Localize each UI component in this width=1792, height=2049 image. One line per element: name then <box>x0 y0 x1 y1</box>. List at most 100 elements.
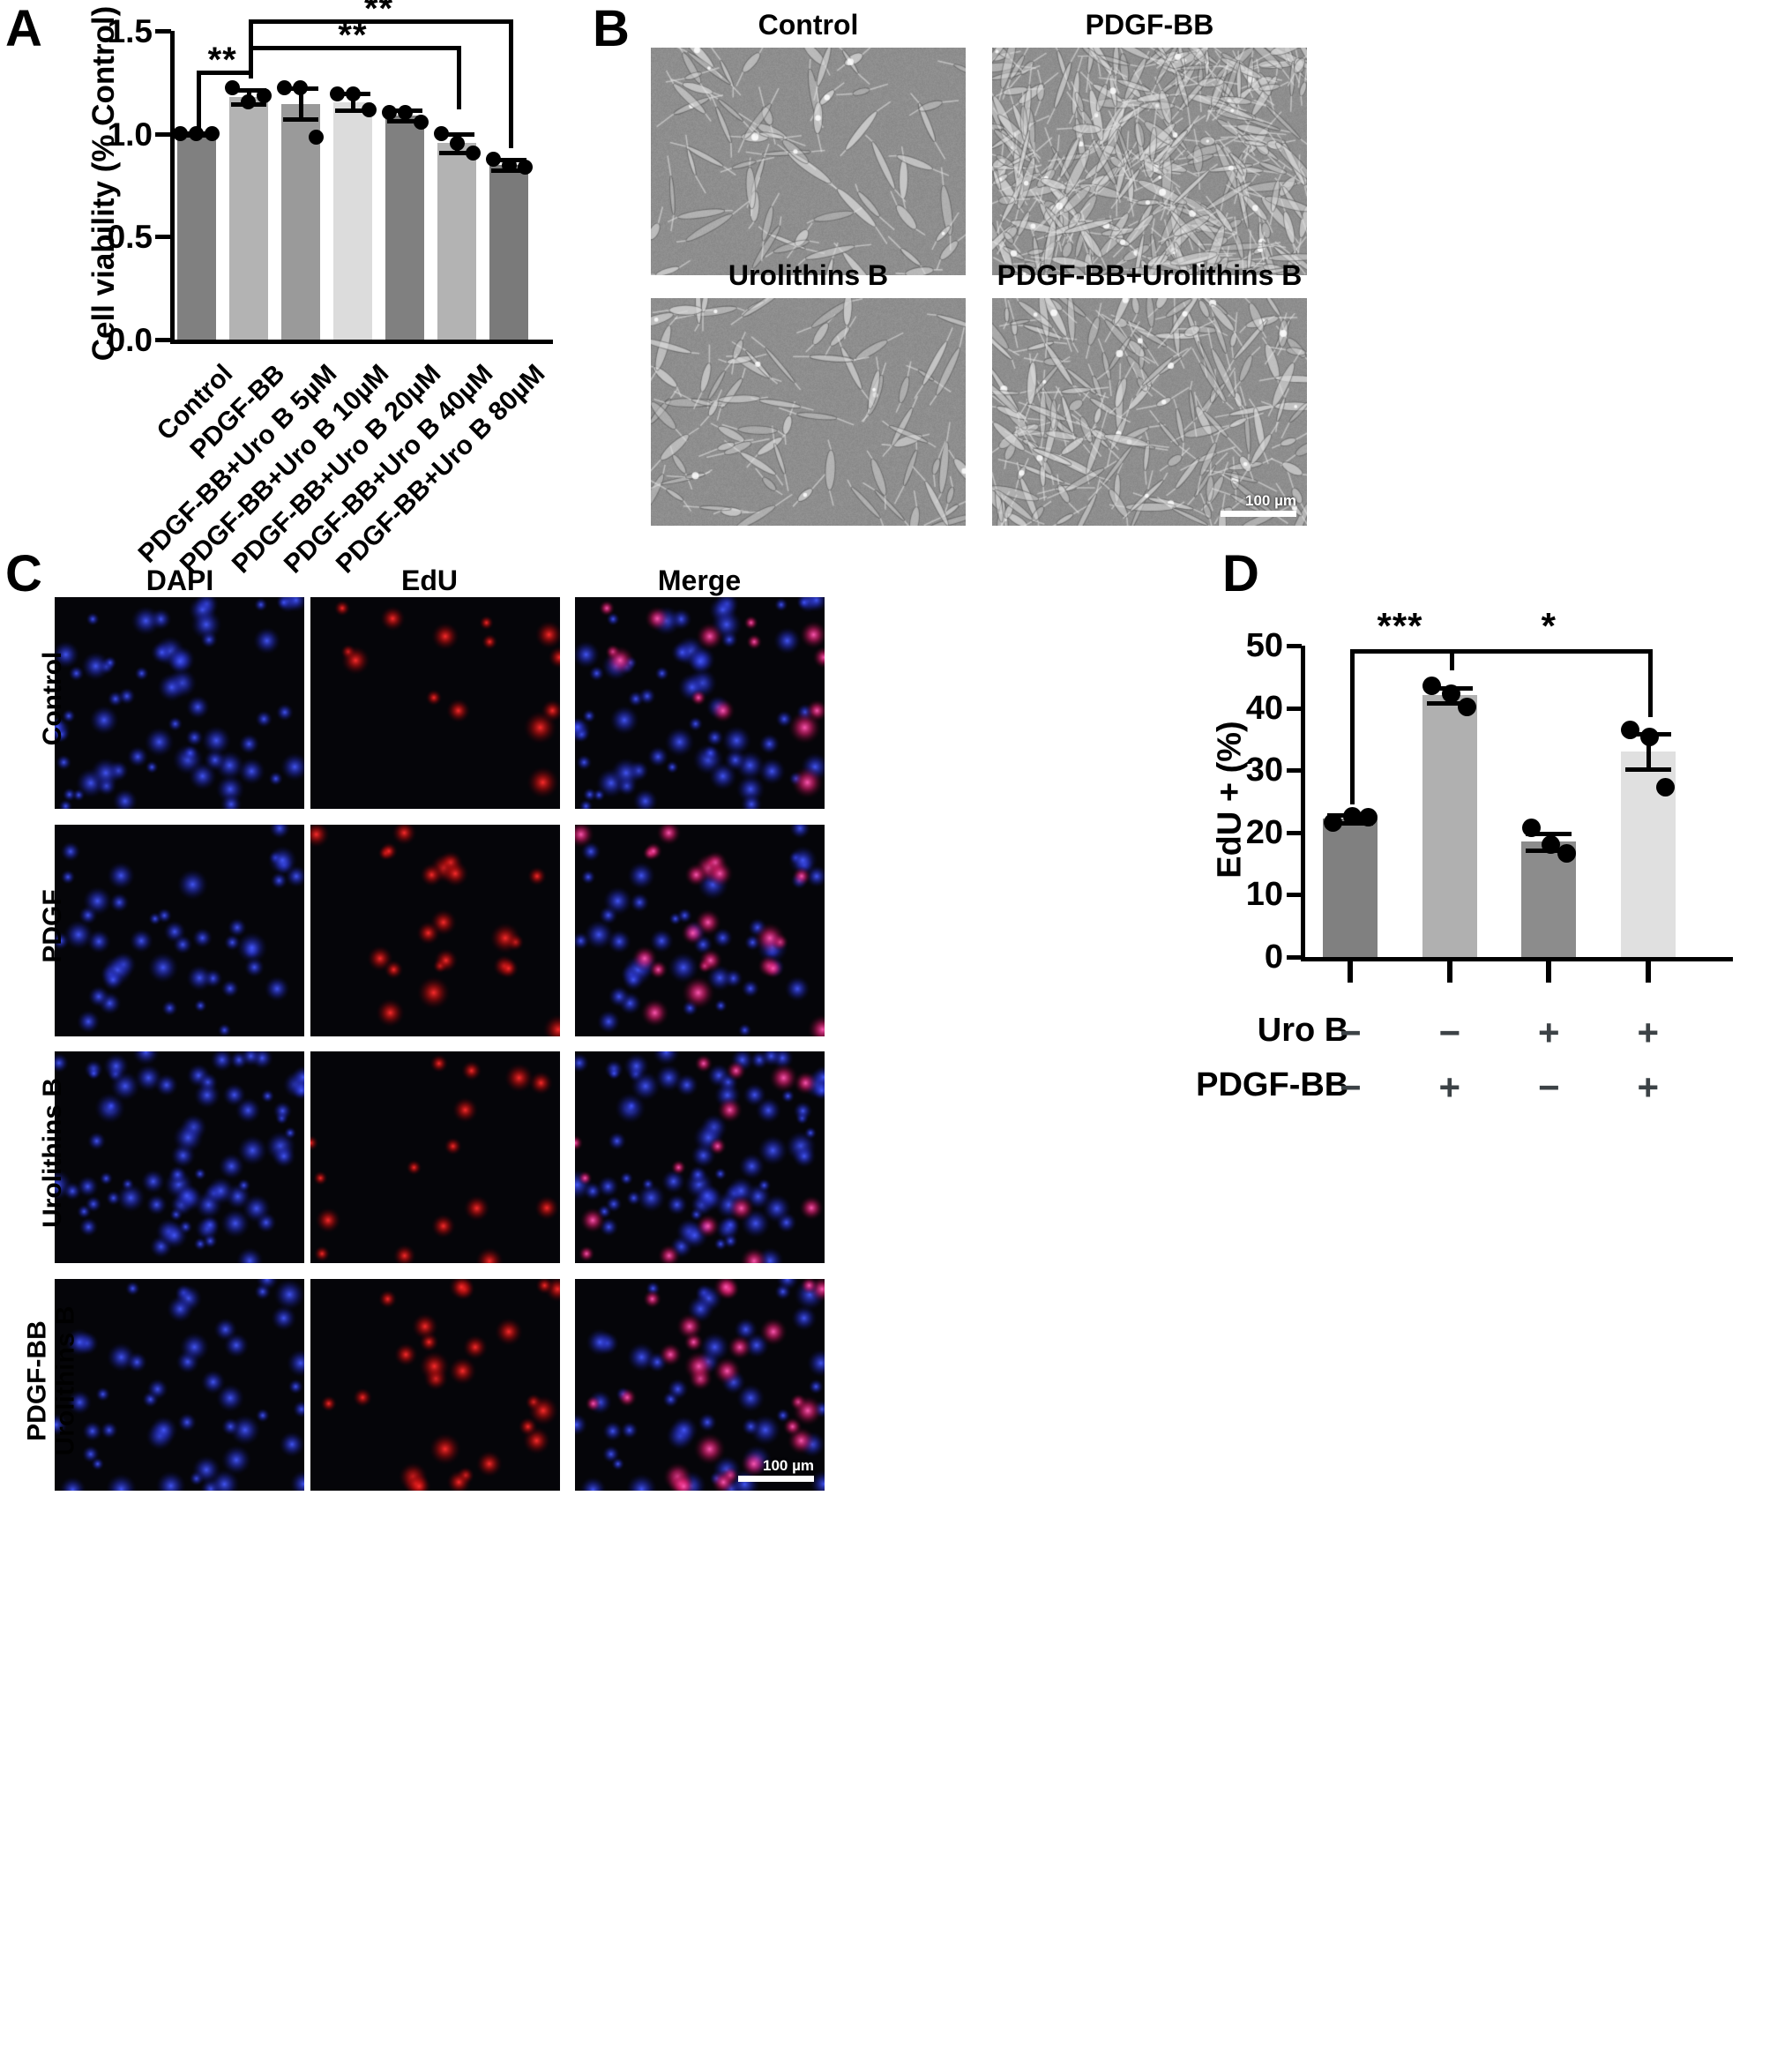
data-point <box>1458 697 1477 716</box>
data-point <box>433 126 449 142</box>
row-header: PDGF <box>38 889 67 963</box>
micrograph-image <box>992 48 1307 275</box>
y-tick <box>1287 706 1302 711</box>
micrograph-title: PDGF-BB <box>1085 9 1214 41</box>
y-tick <box>155 29 171 34</box>
significance-bracket-horizontal <box>248 19 513 24</box>
significance-bracket-horizontal <box>196 71 252 75</box>
data-point <box>293 79 309 95</box>
y-tick-label: 0 <box>1264 939 1283 976</box>
data-point <box>241 94 257 109</box>
micrograph-image <box>651 48 966 275</box>
error-bar-cap-bottom <box>1426 700 1473 706</box>
significance-bracket-leg <box>457 46 462 109</box>
error-bar <box>1646 734 1651 769</box>
data-point <box>277 79 293 95</box>
significance-bracket-leg <box>1647 649 1653 718</box>
significance-bracket-leg <box>1449 649 1454 671</box>
significance-stars: *** <box>1377 605 1423 647</box>
significance-bracket-horizontal <box>1350 649 1453 654</box>
y-tick-label: 0.0 <box>107 322 153 358</box>
data-point <box>1342 806 1362 826</box>
significance-stars: * <box>1541 605 1557 647</box>
bar <box>176 133 216 340</box>
fluorescence-image <box>310 1279 560 1491</box>
significance-bracket-leg <box>1350 649 1355 805</box>
micrograph-title: Urolithins B <box>728 259 889 291</box>
significance-bracket-leg <box>509 19 514 148</box>
condition-row-label: PDGF-BB <box>1196 1066 1349 1103</box>
error-bar-cap-bottom <box>1624 767 1671 772</box>
y-tick-label: 30 <box>1245 752 1283 789</box>
micrograph-image <box>651 298 966 526</box>
y-tick <box>155 338 171 342</box>
bar <box>333 101 372 340</box>
fluorescence-image <box>575 825 825 1036</box>
scale-bar-label: 100 µm <box>763 1457 814 1474</box>
panel-c-fluorescence-grid: DAPI EdU Merge Control PDGF Urolithins B 100 µ… <box>0 556 1199 2049</box>
significance-bracket-leg <box>248 19 253 58</box>
data-point <box>485 152 501 168</box>
y-tick-label: 0.5 <box>107 219 153 256</box>
panel-d-y-axis-label: EdU + (%) <box>1211 720 1249 879</box>
panel-d-chart: 0 10 20 30 40 50 EdU + (%) *** * Uro B − − + + PDGF-BB… <box>1196 556 1792 1579</box>
data-point <box>1621 720 1640 739</box>
scale-bar: 100 µm <box>738 1458 814 1482</box>
scale-bar-rule <box>738 1476 814 1482</box>
column-header: Merge <box>657 565 742 596</box>
micrograph-title: PDGF-BB+Urolithins B <box>997 259 1303 291</box>
data-point <box>517 159 533 175</box>
data-point <box>1557 843 1576 863</box>
bar <box>385 115 425 340</box>
error-bar <box>351 93 355 110</box>
y-tick-label: 50 <box>1245 627 1283 664</box>
error-bar <box>298 88 303 120</box>
data-point <box>1442 684 1461 703</box>
y-tick-label: 1.5 <box>107 13 153 49</box>
condition-value: − <box>1339 1012 1362 1053</box>
x-tick <box>1546 961 1552 983</box>
data-point <box>413 115 429 131</box>
y-tick <box>155 235 171 240</box>
data-point <box>397 104 413 120</box>
error-bar-cap-bottom <box>282 117 318 123</box>
significance-stars: ** <box>207 41 237 79</box>
data-point <box>257 88 273 103</box>
condition-value: + <box>1537 1012 1560 1053</box>
data-point <box>189 126 205 142</box>
data-point <box>1323 813 1342 832</box>
data-point <box>501 158 517 174</box>
row-header: PDGF-BB Urolithins B <box>22 1305 80 1456</box>
error-bar-cap-bottom <box>387 118 423 123</box>
significance-stars: ** <box>363 0 394 28</box>
x-axis-line <box>1301 957 1733 961</box>
panel-c-letter: C <box>5 545 42 602</box>
condition-value: − <box>1339 1066 1362 1108</box>
bar <box>489 164 529 340</box>
data-point <box>1521 818 1541 837</box>
condition-value: + <box>1637 1066 1660 1108</box>
panel-a-letter: A <box>5 0 42 57</box>
scale-bar: 100 µm <box>1221 493 1296 517</box>
column-header: EdU <box>401 565 458 596</box>
fluorescence-image <box>55 825 304 1036</box>
bar <box>228 96 268 340</box>
data-point <box>329 86 345 101</box>
data-point <box>225 79 241 95</box>
y-tick <box>1287 830 1302 835</box>
y-axis-line <box>170 31 175 341</box>
data-point <box>205 126 220 142</box>
condition-value: + <box>1637 1012 1660 1053</box>
data-point <box>449 135 465 151</box>
data-point <box>309 129 325 145</box>
x-axis-line <box>170 340 553 344</box>
significance-bracket-leg <box>248 71 253 79</box>
bar <box>1422 695 1477 957</box>
data-point <box>1422 676 1442 695</box>
micrograph-title: Control <box>758 9 859 41</box>
fluorescence-image <box>55 1279 304 1491</box>
error-bar-cap-bottom <box>335 108 370 113</box>
error-bar-cap-top <box>439 131 475 137</box>
fluorescence-image <box>575 1051 825 1263</box>
significance-bracket-leg <box>196 71 201 130</box>
